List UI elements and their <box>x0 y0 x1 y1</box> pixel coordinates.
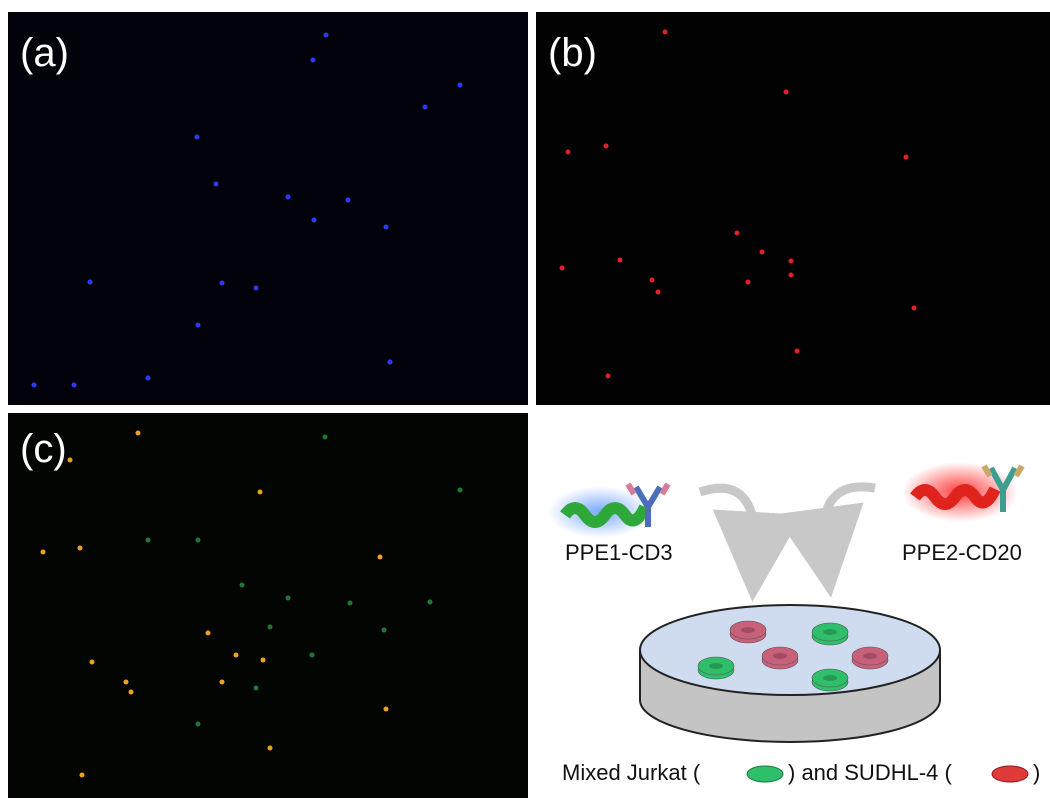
cell-dot <box>663 30 668 35</box>
cell-dot <box>378 555 383 560</box>
cell-dot <box>784 90 789 95</box>
panel-label: (b) <box>548 31 597 75</box>
panel-label: (a) <box>20 31 69 75</box>
cell-dot <box>789 259 794 264</box>
cell-dot <box>458 488 463 493</box>
cell-dot <box>348 601 353 606</box>
cell-dot <box>286 596 291 601</box>
cell-dot <box>124 680 129 685</box>
cell-dot <box>789 273 794 278</box>
cell-dot <box>566 150 571 155</box>
cell-dot <box>88 280 93 285</box>
cell-dot <box>220 680 225 685</box>
cell-dot <box>458 83 463 88</box>
cell-dot <box>604 144 609 149</box>
cell-dot <box>388 360 393 365</box>
cell-dot <box>268 746 273 751</box>
cell-dot <box>129 690 134 695</box>
cell-hole <box>823 675 837 681</box>
cell-dot <box>384 225 389 230</box>
cell-dot <box>286 195 291 200</box>
cell-dot <box>384 707 389 712</box>
cell-dot <box>268 625 273 630</box>
icon-jurkat <box>747 766 783 782</box>
cell-dot <box>80 773 85 778</box>
cell-dot <box>912 306 917 311</box>
cell-dot <box>234 653 239 658</box>
cell-dot <box>324 33 329 38</box>
caption: ) <box>1033 760 1040 785</box>
cell-dot <box>312 218 317 223</box>
cell-dot <box>423 105 428 110</box>
cell-hole <box>863 653 877 659</box>
cell-dot <box>72 383 77 388</box>
cell-dot <box>196 722 201 727</box>
panel-label: (c) <box>20 427 67 471</box>
cell-dot <box>206 631 211 636</box>
cell-dot <box>428 600 433 605</box>
panel-b <box>536 12 1050 405</box>
cell-dot <box>560 266 565 271</box>
figure: (a) (b) (c) PPE1-CD3 PPE2-CD20 Mixed Jur… <box>0 0 1050 798</box>
cell-dot <box>32 383 37 388</box>
icon-sudhl <box>992 766 1028 782</box>
cell-dot <box>310 653 315 658</box>
reagent-label: PPE2-CD20 <box>902 540 1022 565</box>
cell-dot <box>41 550 46 555</box>
cell-hole <box>773 653 787 659</box>
cell-dot <box>904 155 909 160</box>
cell-dot <box>196 538 201 543</box>
antibody-tip <box>628 484 668 494</box>
cell-dot <box>795 349 800 354</box>
cell-dot <box>68 458 73 463</box>
cell-dot <box>618 258 623 263</box>
cell-dot <box>220 281 225 286</box>
cell-dot <box>254 686 259 691</box>
cell-dot <box>254 286 259 291</box>
cell-dot <box>146 376 151 381</box>
cell-dot <box>606 374 611 379</box>
cell-hole <box>823 629 837 635</box>
cell-dot <box>735 231 740 236</box>
cell-dot <box>78 546 83 551</box>
cell-hole <box>741 627 755 633</box>
cell-hole <box>709 663 723 669</box>
cell-dot <box>311 58 316 63</box>
arrow <box>700 488 755 557</box>
cell-dot <box>136 431 141 436</box>
cell-dot <box>760 250 765 255</box>
schematic: PPE1-CD3 PPE2-CD20 Mixed Jurkat ( ) and … <box>548 462 1040 785</box>
cell-dot <box>258 490 263 495</box>
reagent-label: PPE1-CD3 <box>565 540 673 565</box>
caption: Mixed Jurkat ( <box>562 760 701 785</box>
panel-a <box>8 12 528 405</box>
panel-c <box>8 413 528 798</box>
arrow <box>824 487 875 553</box>
cell-dot <box>650 278 655 283</box>
cell-dot <box>196 323 201 328</box>
cell-dot <box>656 290 661 295</box>
cell-dot <box>90 660 95 665</box>
cell-dot <box>146 538 151 543</box>
cell-dot <box>382 628 387 633</box>
caption: ) and SUDHL-4 ( <box>788 760 953 785</box>
cell-dot <box>746 280 751 285</box>
cell-dot <box>346 198 351 203</box>
cell-dot <box>323 435 328 440</box>
cell-dot <box>195 135 200 140</box>
cell-dot <box>214 182 219 187</box>
cell-dot <box>240 583 245 588</box>
cell-dot <box>261 658 266 663</box>
